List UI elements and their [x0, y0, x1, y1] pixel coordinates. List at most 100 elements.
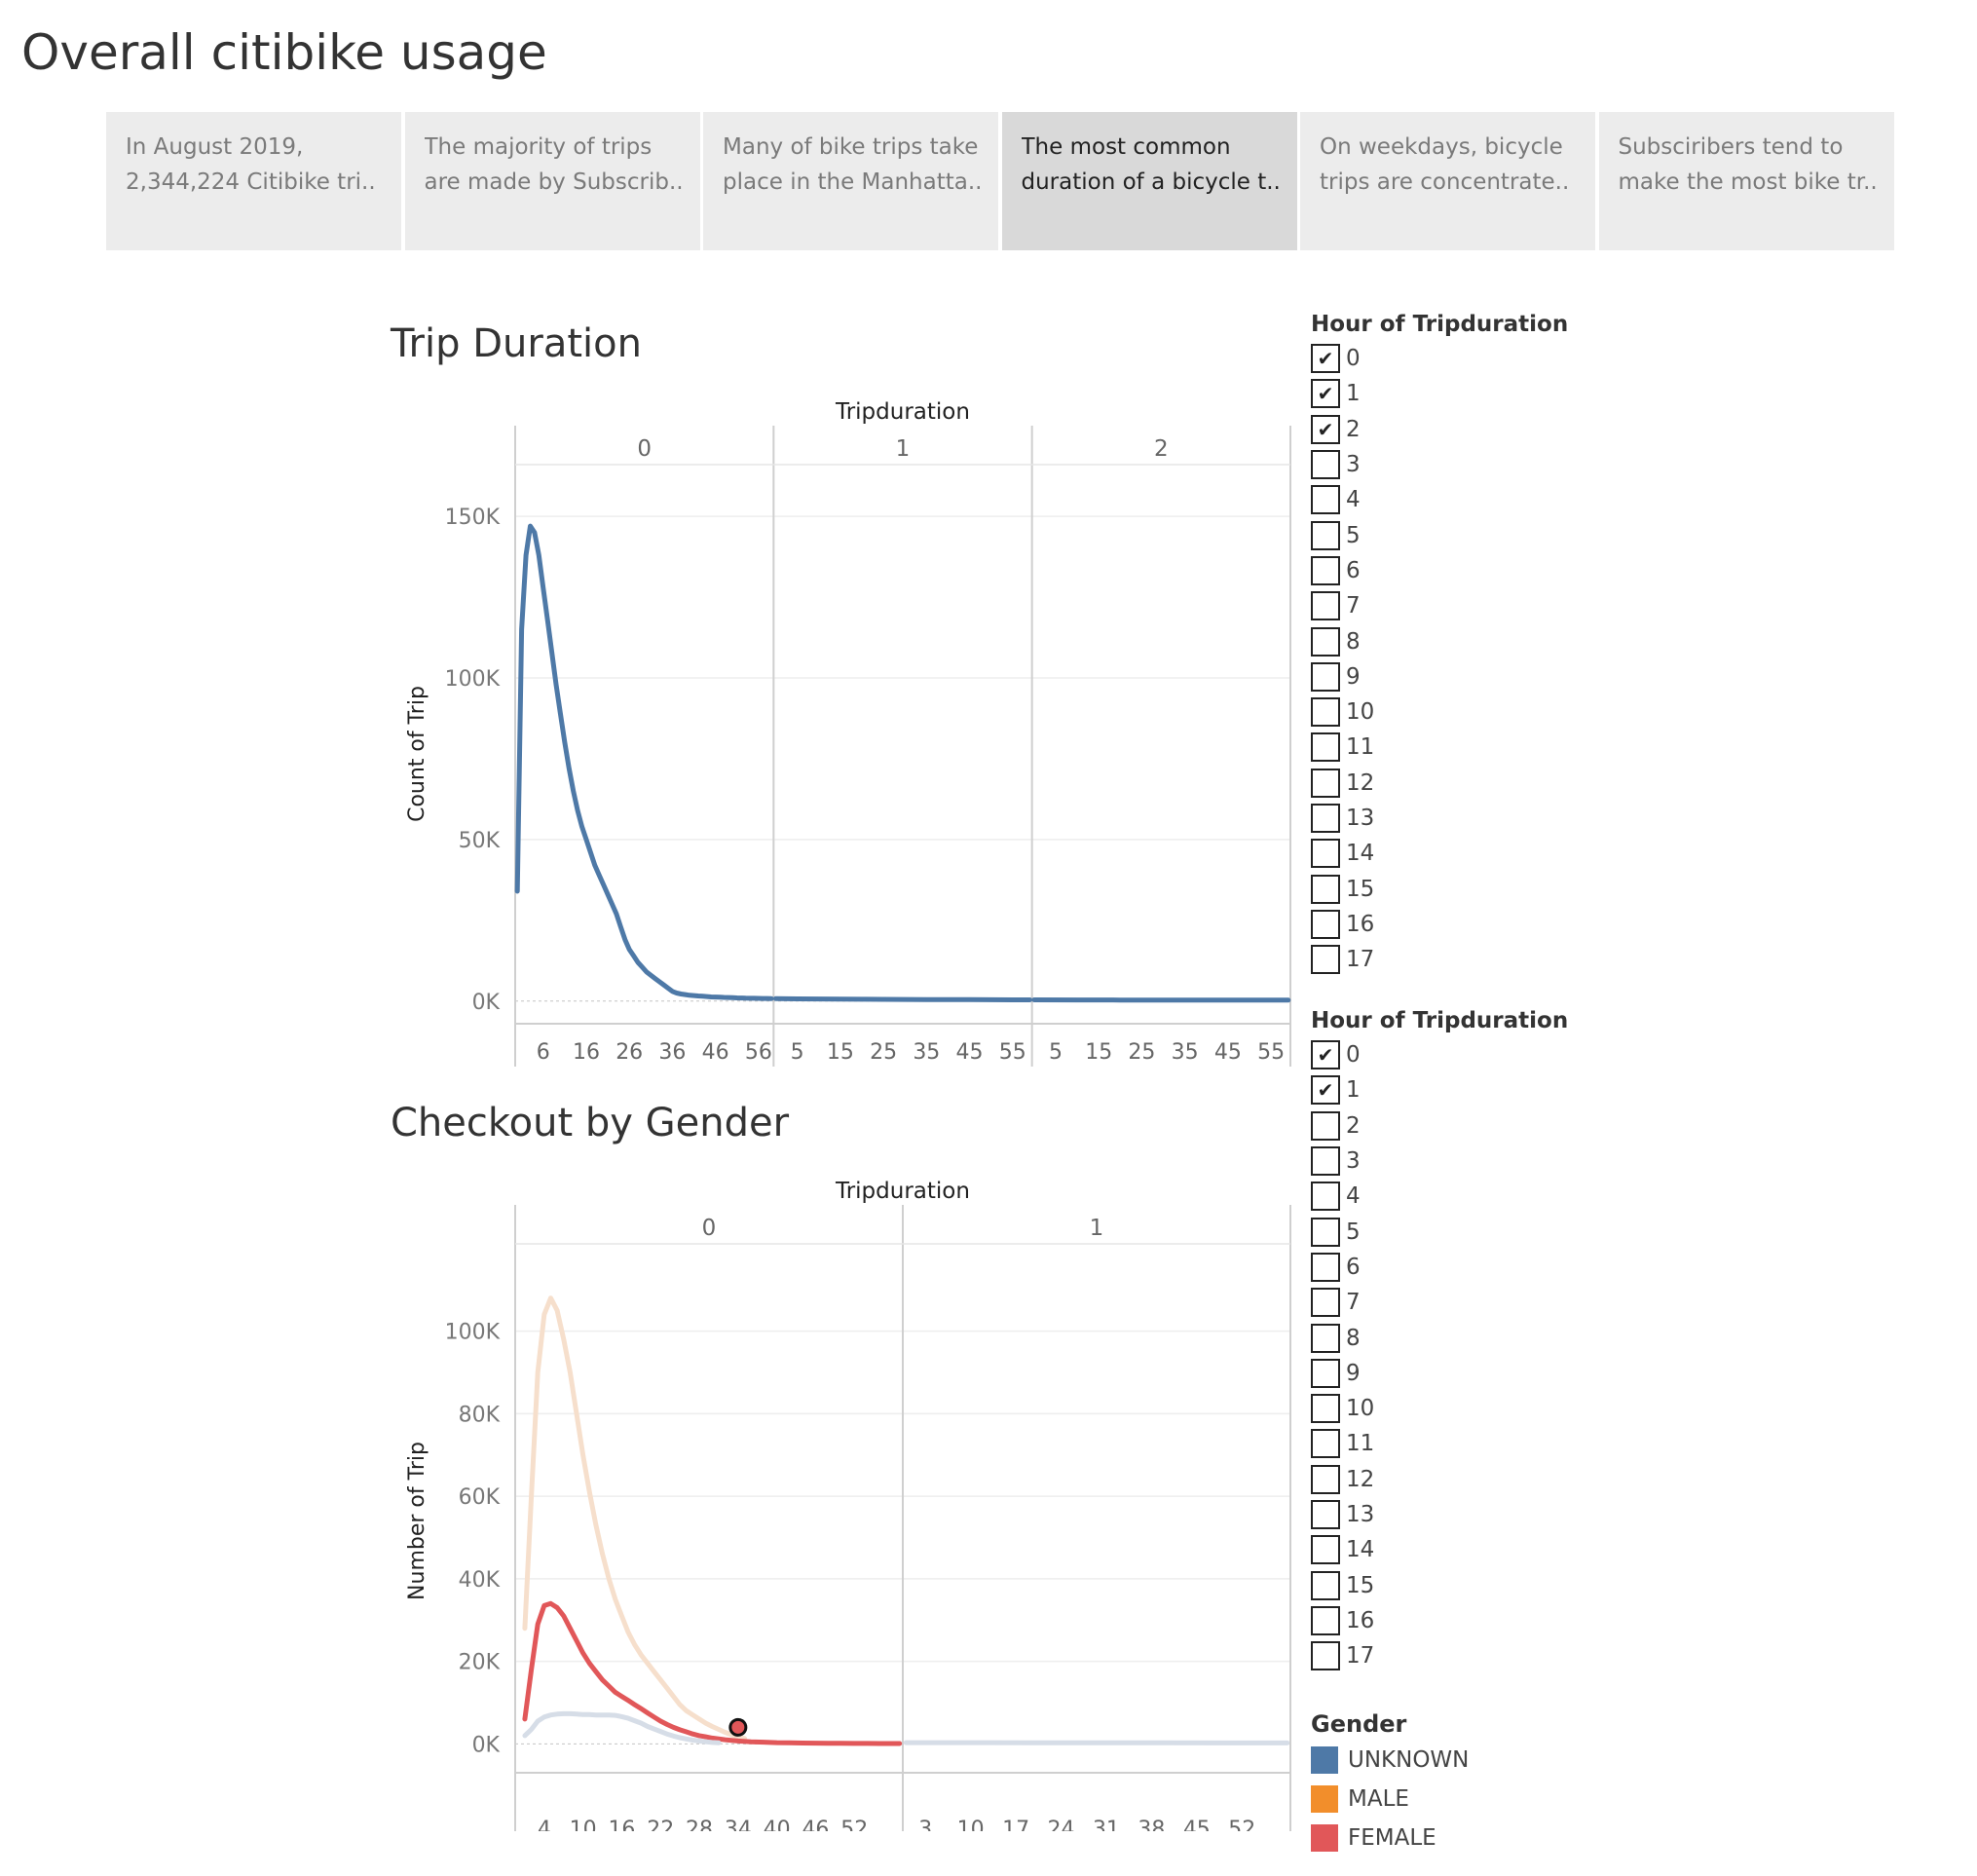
filter-option-4[interactable]: 4 — [1311, 1179, 1603, 1214]
checkbox-unchecked[interactable] — [1311, 839, 1340, 869]
checkbox-unchecked[interactable] — [1311, 1605, 1340, 1635]
legend-swatch — [1311, 1746, 1338, 1774]
checkbox-unchecked[interactable] — [1311, 1182, 1340, 1212]
filter-option-1[interactable]: ✔ 1 — [1311, 1072, 1603, 1107]
filter-option-label: 7 — [1346, 1290, 1361, 1316]
x-tick-label: 16 — [573, 1040, 600, 1065]
filter-option-label: 12 — [1346, 1466, 1375, 1492]
filter-option-label: 14 — [1346, 1537, 1375, 1563]
checkbox-checked[interactable]: ✔ — [1311, 1040, 1340, 1070]
filter-option-6[interactable]: 6 — [1311, 553, 1603, 588]
checkbox-unchecked[interactable] — [1311, 1323, 1340, 1353]
checkbox-unchecked[interactable] — [1311, 1394, 1340, 1424]
checkbox-checked[interactable]: ✔ — [1311, 414, 1340, 444]
x-tick-label: 5 — [1049, 1040, 1063, 1065]
filter-option-8[interactable]: 8 — [1311, 623, 1603, 658]
filter-option-16[interactable]: 16 — [1311, 907, 1603, 942]
checkbox-unchecked[interactable] — [1311, 697, 1340, 728]
filter-option-14[interactable]: 14 — [1311, 1532, 1603, 1567]
filter-option-2[interactable]: 2 — [1311, 1108, 1603, 1144]
story-point-4[interactable]: The most common duration of a bicycle t.. — [1001, 112, 1297, 250]
filter-option-0[interactable]: ✔ 0 — [1311, 1037, 1603, 1072]
filter-option-6[interactable]: 6 — [1311, 1250, 1603, 1285]
filter-option-13[interactable]: 13 — [1311, 801, 1603, 836]
filter-option-5[interactable]: 5 — [1311, 1214, 1603, 1249]
checkbox-unchecked[interactable] — [1311, 1146, 1340, 1177]
checkbox-checked[interactable]: ✔ — [1311, 344, 1340, 374]
filter-option-3[interactable]: 3 — [1311, 447, 1603, 482]
filter-option-4[interactable]: 4 — [1311, 482, 1603, 517]
filter-option-17[interactable]: 17 — [1311, 1638, 1603, 1673]
checkbox-unchecked[interactable] — [1311, 1110, 1340, 1141]
x-tick-label: 35 — [913, 1040, 940, 1065]
checkbox-unchecked[interactable] — [1311, 945, 1340, 975]
x-tick-label: 52 — [840, 1818, 868, 1831]
x-tick-label: 46 — [802, 1818, 829, 1831]
checkbox-unchecked[interactable] — [1311, 732, 1340, 763]
filter-option-9[interactable]: 9 — [1311, 659, 1603, 694]
checkbox-unchecked[interactable] — [1311, 1252, 1340, 1282]
legend-label: FEMALE — [1348, 1825, 1436, 1851]
filter-option-16[interactable]: 16 — [1311, 1603, 1603, 1638]
y-axis-title: Number of Trip — [405, 1442, 429, 1600]
checkbox-checked[interactable]: ✔ — [1311, 379, 1340, 409]
filter-option-15[interactable]: 15 — [1311, 1567, 1603, 1602]
story-point-3[interactable]: Many of bike trips take place in the Manh… — [703, 112, 998, 250]
checkbox-unchecked[interactable] — [1311, 591, 1340, 621]
legend-item-male[interactable]: MALE — [1311, 1780, 1603, 1819]
checkbox-unchecked[interactable] — [1311, 1217, 1340, 1247]
checkbox-unchecked[interactable] — [1311, 1358, 1340, 1388]
filter-option-12[interactable]: 12 — [1311, 1462, 1603, 1497]
story-point-6[interactable]: Subsciribers tend to make the most bike t… — [1598, 112, 1894, 250]
filter-option-7[interactable]: 7 — [1311, 1285, 1603, 1320]
checkbox-unchecked[interactable] — [1311, 1464, 1340, 1494]
checkbox-unchecked[interactable] — [1311, 1641, 1340, 1671]
checkbox-unchecked[interactable] — [1311, 661, 1340, 692]
filter-option-8[interactable]: 8 — [1311, 1320, 1603, 1355]
filter-option-14[interactable]: 14 — [1311, 836, 1603, 871]
story-point-1[interactable]: In August 2019, 2,344,224 Citibike tri.. — [106, 112, 401, 250]
filter-option-0[interactable]: ✔ 0 — [1311, 341, 1603, 376]
checkbox-unchecked[interactable] — [1311, 626, 1340, 657]
filter-option-label: 3 — [1346, 1148, 1361, 1175]
filter-option-1[interactable]: ✔ 1 — [1311, 376, 1603, 411]
filter-option-10[interactable]: 10 — [1311, 1391, 1603, 1426]
filter-option-2[interactable]: ✔ 2 — [1311, 412, 1603, 447]
filter-option-5[interactable]: 5 — [1311, 517, 1603, 552]
y-tick-label: 40K — [459, 1568, 501, 1593]
filter-option-10[interactable]: 10 — [1311, 694, 1603, 730]
checkbox-unchecked[interactable] — [1311, 768, 1340, 798]
filter-option-label: 9 — [1346, 663, 1361, 690]
filter-option-3[interactable]: 3 — [1311, 1144, 1603, 1179]
checkbox-unchecked[interactable] — [1311, 1535, 1340, 1565]
filter-option-11[interactable]: 11 — [1311, 1426, 1603, 1461]
checkbox-unchecked[interactable] — [1311, 450, 1340, 480]
filter-option-9[interactable]: 9 — [1311, 1356, 1603, 1391]
checkbox-unchecked[interactable] — [1311, 520, 1340, 550]
filter-option-12[interactable]: 12 — [1311, 766, 1603, 801]
filter-option-15[interactable]: 15 — [1311, 871, 1603, 906]
checkbox-unchecked[interactable] — [1311, 1288, 1340, 1318]
checkbox-unchecked[interactable] — [1311, 555, 1340, 585]
story-point-caption-line-2: trips are concentrate.. — [1320, 169, 1570, 195]
checkbox-checked[interactable]: ✔ — [1311, 1075, 1340, 1106]
legend-item-unknown[interactable]: UNKNOWN — [1311, 1741, 1603, 1780]
checkbox-unchecked[interactable] — [1311, 804, 1340, 833]
filter-option-13[interactable]: 13 — [1311, 1497, 1603, 1532]
x-tick-label: 34 — [725, 1818, 752, 1831]
story-point-2[interactable]: The majority of trips are made by Subscri… — [404, 112, 700, 250]
checkbox-unchecked[interactable] — [1311, 485, 1340, 515]
filter-option-11[interactable]: 11 — [1311, 730, 1603, 765]
filter-option-17[interactable]: 17 — [1311, 942, 1603, 977]
story-navigator: In August 2019, 2,344,224 Citibike tri.. T… — [106, 112, 1898, 250]
legend-item-female[interactable]: FEMALE — [1311, 1819, 1603, 1857]
filter-option-label: 0 — [1346, 1042, 1361, 1069]
checkbox-unchecked[interactable] — [1311, 909, 1340, 939]
checkbox-unchecked[interactable] — [1311, 1429, 1340, 1459]
checkbox-unchecked[interactable] — [1311, 1570, 1340, 1600]
checkbox-unchecked[interactable] — [1311, 1500, 1340, 1529]
story-point-5[interactable]: On weekdays, bicycle trips are concentrat… — [1300, 112, 1595, 250]
filter-option-7[interactable]: 7 — [1311, 588, 1603, 623]
checkbox-unchecked[interactable] — [1311, 874, 1340, 904]
story-point-caption-line-1: The most common — [1021, 134, 1231, 160]
